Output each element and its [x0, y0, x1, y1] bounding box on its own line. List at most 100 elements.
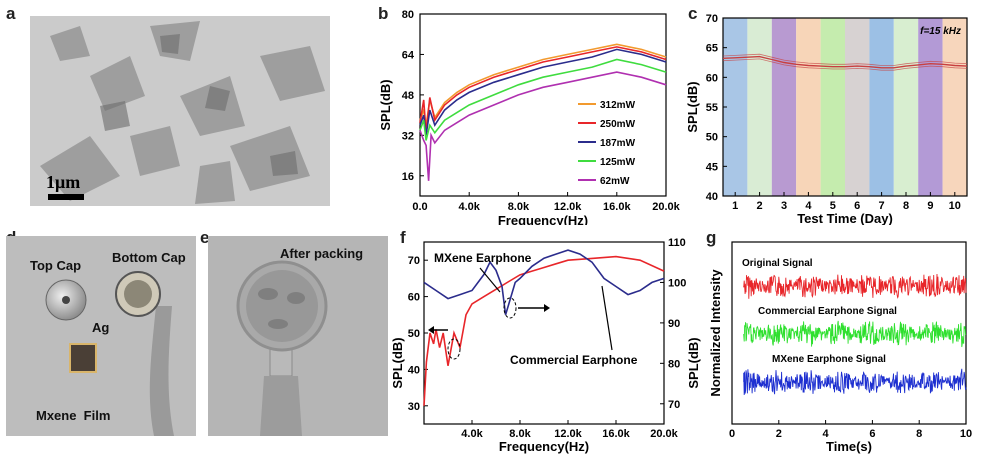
chart-c-xtick-label: 1: [732, 200, 738, 212]
chart-f-arrow-mxene: [479, 267, 501, 293]
chart-c-day-band: [893, 18, 919, 196]
chart-g-signal-label: Commercial Earphone Signal: [758, 306, 897, 317]
chart-b-xtick-label: 12.0k: [554, 201, 582, 213]
chart-f-ytick-right-label: 90: [668, 318, 680, 330]
chart-c-xtick-label: 9: [927, 200, 933, 212]
chart-g-xtick-label: 10: [960, 428, 972, 440]
chart-f-ytick-right-label: 110: [668, 237, 686, 249]
chart-b-series-line: [419, 58, 667, 141]
chart-c-day-band: [869, 18, 894, 196]
chart-f-circle-mxene: [447, 338, 461, 360]
chart-b-ytick-label: 48: [402, 90, 414, 102]
panel-label-a: a: [6, 4, 16, 23]
caption-bottom-cap: Bottom Cap: [112, 250, 186, 265]
panel-label-e: e: [200, 228, 210, 247]
chart-c-day-band: [796, 18, 821, 196]
chart-f-ytick-label: 40: [408, 364, 420, 376]
chart-b-ytick-label: 32: [402, 130, 414, 142]
chart-b-xtick-label: 20.0k: [652, 201, 680, 213]
panel-label-g: g: [706, 228, 717, 247]
chart-c-xtick-label: 2: [757, 200, 763, 212]
chart-b-series-line: [419, 71, 667, 181]
chart-c-day-band: [723, 18, 748, 196]
chart-b-frame: [419, 13, 667, 197]
packed-earphone-drawing: [208, 236, 388, 436]
component-photo: Top Cap Bottom Cap Ag Mxene Film: [6, 236, 196, 436]
chart-b-spl-frequency: 16 32 48 64 80 0.0 4.0k 8.0k 12.0k 16.0k 20.0k Freq…: [378, 9, 681, 225]
panel-label-b: b: [378, 4, 389, 23]
chart-c-ytick-label: 70: [706, 13, 718, 25]
chart-c-xtick-label: 8: [903, 200, 909, 212]
chart-g-ylabel: Normalized Intensity: [708, 269, 723, 397]
chart-g-signal-trace: [743, 320, 967, 348]
caption-after-packing: After packing: [280, 246, 364, 261]
chart-c-xtick-label: 3: [781, 200, 787, 212]
chart-f-series-line: [423, 249, 665, 316]
chart-b-xlabel: Frequency(Hz): [498, 213, 588, 225]
chart-f-ytick-right-label: 100: [668, 277, 686, 289]
chart-f-frame: [423, 241, 665, 425]
chart-f-annotation-commercial: Commercial Earphone: [510, 353, 638, 367]
chart-f-ytick-label: 70: [408, 255, 420, 267]
panel-label-f: f: [400, 228, 406, 247]
chart-f-circle-commercial: [503, 297, 517, 319]
chart-g-signal-trace: [743, 273, 967, 299]
chart-b-series-line: [419, 46, 667, 133]
chart-c-day-band: [747, 18, 772, 196]
chart-b-legend-label: 187mW: [600, 138, 636, 149]
chart-f-arrowhead-right: [544, 304, 550, 312]
panel-label-c: c: [688, 4, 698, 23]
component-drawing: [6, 236, 196, 436]
caption-mxene-film: Mxene Film: [36, 408, 111, 423]
chart-f-arrowhead-left: [428, 326, 434, 334]
chart-g-xtick-label: 4: [823, 428, 830, 440]
chart-b-xtick-label: 4.0k: [458, 201, 480, 213]
chart-c-ytick-label: 50: [706, 132, 718, 144]
chart-c-xtick-label: 7: [879, 200, 885, 212]
chart-b-series-line: [419, 48, 667, 136]
chart-b-ytick-label: 16: [402, 171, 414, 183]
chart-f-annotation-mxene: MXene Earphone: [434, 251, 532, 265]
chart-c-ytick-label: 55: [706, 102, 718, 114]
chart-g-xtick-label: 2: [776, 428, 782, 440]
chart-b-legend-label: 62mW: [600, 176, 630, 187]
scale-bar-label: 1μm: [46, 172, 81, 192]
chart-f-xtick-label: 12.0k: [554, 428, 582, 440]
chart-c-xtick-label: 4: [805, 200, 812, 212]
chart-f-xlabel: Frequency(Hz): [499, 439, 589, 454]
chart-f-ytick-right-label: 70: [668, 399, 680, 411]
chart-b-xtick-label: 0.0: [412, 201, 427, 213]
chart-f-xtick-label: 16.0k: [602, 428, 630, 440]
chart-c-ylabel: SPL(dB): [685, 81, 700, 132]
chart-f-ylabel: SPL(dB): [392, 337, 405, 388]
chart-f-xtick-label: 20.0k: [650, 428, 678, 440]
chart-g-xtick-label: 0: [729, 428, 735, 440]
packed-earphone-photo: After packing: [208, 236, 388, 436]
chart-f-series-line: [423, 255, 665, 406]
chart-f-xtick-label: 8.0k: [509, 428, 531, 440]
chart-c-annotation: f=15 kHz: [920, 26, 961, 37]
chart-f-ytick-label: 50: [408, 328, 420, 340]
chart-c-ytick-label: 45: [706, 161, 718, 173]
chart-c-day-band: [918, 18, 943, 196]
chart-b-ytick-label: 80: [402, 9, 414, 21]
chart-b-legend-label: 250mW: [600, 119, 636, 130]
chart-f-ytick-label: 30: [408, 401, 420, 413]
chart-c-ytick-label: 40: [706, 191, 718, 203]
chart-g-xtick-label: 6: [869, 428, 875, 440]
chart-f-arrow-commercial: [601, 285, 613, 351]
chart-c-xtick-label: 5: [830, 200, 836, 212]
chart-g-signal-label: MXene Earphone Signal: [772, 354, 886, 365]
tem-image: 1μm: [30, 16, 330, 206]
chart-c-day-band: [942, 18, 967, 196]
chart-b-ytick-label: 64: [402, 49, 415, 61]
chart-g-signal-label: Original Signal: [742, 258, 813, 269]
caption-top-cap: Top Cap: [30, 258, 82, 273]
chart-c-day-band: [820, 18, 845, 196]
chart-g-xlabel: Time(s): [826, 439, 872, 454]
tem-flakes: [30, 16, 330, 206]
chart-c-ytick-label: 65: [706, 43, 718, 55]
chart-c-day-band: [771, 18, 797, 196]
chart-f-ytick-right-label: 80: [668, 358, 680, 370]
